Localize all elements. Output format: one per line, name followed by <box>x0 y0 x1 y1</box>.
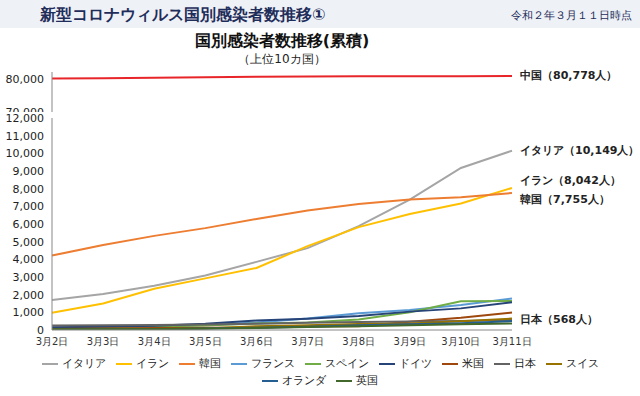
svg-text:9,000: 9,000 <box>13 165 45 178</box>
svg-text:3月4日: 3月4日 <box>138 336 171 347</box>
svg-text:イタリア（10,149人）: イタリア（10,149人） <box>520 144 639 157</box>
html-text:イタリア: イタリア <box>61 357 106 370</box>
html-text:ドイツ: ドイツ <box>398 357 432 370</box>
svg-text:0: 0 <box>37 324 44 337</box>
html-text:スペイン: スペイン <box>324 357 369 370</box>
html-text:フランス: フランス <box>250 357 295 370</box>
html-text:イラン: イラン <box>135 357 169 370</box>
html-text:スイス: スイス <box>565 357 599 370</box>
svg-text:7,000: 7,000 <box>13 200 45 213</box>
svg-text:3月3日: 3月3日 <box>87 336 120 347</box>
svg-text:3月6日: 3月6日 <box>240 336 273 347</box>
svg-text:8,000: 8,000 <box>13 183 45 196</box>
svg-text:日本（568人）: 日本（568人） <box>520 313 598 326</box>
svg-text:韓国（7,755人）: 韓国（7,755人） <box>520 193 610 206</box>
html-text:韓国: 韓国 <box>198 357 221 370</box>
svg-text:1,000: 1,000 <box>13 306 45 319</box>
svg-text:80,000: 80,000 <box>6 73 45 86</box>
svg-text:3月11日: 3月11日 <box>492 336 531 347</box>
svg-text:6,000: 6,000 <box>13 218 45 231</box>
svg-text:3月10日: 3月10日 <box>441 336 480 347</box>
svg-text:3月2日: 3月2日 <box>36 336 69 347</box>
svg-text:3月8日: 3月8日 <box>342 336 375 347</box>
html-text:米国: 米国 <box>461 357 484 370</box>
html-text:（上位10カ国）: （上位10カ国） <box>238 52 326 66</box>
svg-text:10,000: 10,000 <box>6 147 45 160</box>
svg-text:2,000: 2,000 <box>13 289 45 302</box>
svg-text:イラン（8,042人）: イラン（8,042人） <box>520 174 621 187</box>
svg-text:3月9日: 3月9日 <box>393 336 426 347</box>
svg-text:11,000: 11,000 <box>6 130 45 143</box>
html-text:国別感染者数推移(累積): 国別感染者数推移(累積) <box>194 31 370 50</box>
svg-text:中国（80,778人）: 中国（80,778人） <box>520 69 617 82</box>
html-text:英国: 英国 <box>356 374 378 387</box>
html-text:新型コロナウィルス国別感染者数推移①: 新型コロナウィルス国別感染者数推移① <box>40 5 326 24</box>
html-text:令和２年３月１１日時点: 令和２年３月１１日時点 <box>511 9 632 22</box>
html-text:オランダ: オランダ <box>282 374 326 387</box>
svg-text:3月7日: 3月7日 <box>291 336 324 347</box>
svg-text:3月5日: 3月5日 <box>189 336 222 347</box>
svg-text:4,000: 4,000 <box>13 253 45 266</box>
svg-text:5,000: 5,000 <box>13 236 45 249</box>
svg-text:12,000: 12,000 <box>6 112 45 125</box>
svg-text:3,000: 3,000 <box>13 271 45 284</box>
html-text:日本: 日本 <box>513 357 536 370</box>
